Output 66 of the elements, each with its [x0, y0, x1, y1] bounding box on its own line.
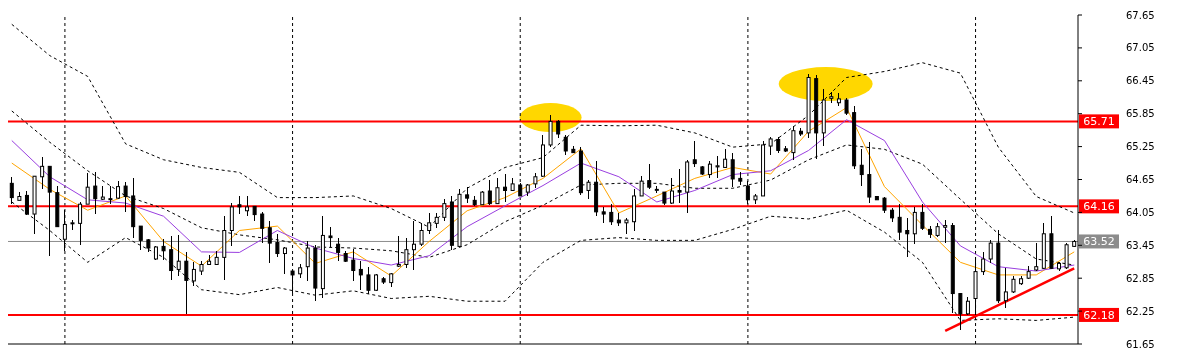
candlestick: [123, 181, 128, 213]
candlestick: [715, 155, 720, 179]
candlestick: [897, 203, 902, 241]
candlestick: [730, 152, 735, 188]
candlestick: [609, 203, 614, 226]
candlestick: [93, 171, 98, 215]
y-tick-label: 65.25: [1126, 141, 1155, 153]
candlestick: [282, 246, 287, 275]
candlestick: [85, 172, 90, 205]
y-tick-label: 62.25: [1126, 305, 1155, 317]
ref-line-label: 62.18: [1083, 308, 1115, 322]
candlestick: [503, 173, 508, 203]
candlestick: [442, 198, 447, 222]
candlestick: [358, 260, 363, 291]
candlestick: [867, 141, 872, 204]
candlestick: [669, 177, 674, 205]
candlestick: [548, 114, 553, 148]
candlestick: [487, 179, 492, 206]
candlestick: [169, 235, 174, 281]
ref-line-label: 65.71: [1083, 115, 1115, 129]
y-tick-label: 62.85: [1126, 272, 1155, 284]
candlestick: [768, 136, 773, 156]
y-tick-label: 67.65: [1126, 9, 1155, 21]
candlestick: [905, 217, 910, 258]
ref-line-label: 64.16: [1083, 200, 1115, 214]
candlestick: [791, 125, 796, 161]
candlestick: [328, 226, 333, 248]
candlestick: [943, 219, 948, 244]
candlestick: [366, 266, 371, 295]
candlestick: [677, 168, 682, 204]
candlestick: [981, 251, 986, 276]
y-tick-label: 63.45: [1126, 239, 1155, 251]
candlestick: [556, 119, 561, 139]
candlestick: [692, 140, 697, 168]
candlestick: [275, 233, 280, 258]
candlestick: [191, 261, 196, 287]
y-tick-label: 64.05: [1126, 206, 1155, 218]
candlestick: [563, 134, 568, 156]
candlestick: [336, 237, 341, 262]
candlestick: [237, 195, 242, 215]
candlestick: [245, 195, 250, 217]
candlestick: [988, 239, 993, 264]
candlestick: [912, 206, 917, 245]
ref-line-label: 63.52: [1083, 235, 1115, 249]
candlestick: [965, 296, 970, 316]
candlestick: [859, 148, 864, 187]
candlestick: [586, 179, 591, 200]
candlestick: [176, 234, 181, 277]
candlestick: [647, 163, 652, 190]
candlestick: [138, 225, 143, 251]
candlestick: [495, 177, 500, 205]
y-tick-label: 64.65: [1126, 174, 1155, 186]
y-tick-label: 65.85: [1126, 108, 1155, 120]
candlestick: [260, 211, 265, 244]
candlestick: [40, 156, 45, 190]
candlestick: [639, 175, 644, 197]
candlestick: [161, 238, 166, 261]
candlestick: [1003, 267, 1008, 309]
candlestick: [723, 148, 728, 169]
candlestick: [229, 202, 234, 247]
y-tick-label: 67.05: [1126, 42, 1155, 54]
candlestick: [920, 203, 925, 231]
y-tick-label: 66.45: [1126, 75, 1155, 87]
candlestick: [78, 201, 83, 246]
y-tick-label: 61.65: [1126, 338, 1155, 350]
candlestick: [184, 251, 189, 315]
